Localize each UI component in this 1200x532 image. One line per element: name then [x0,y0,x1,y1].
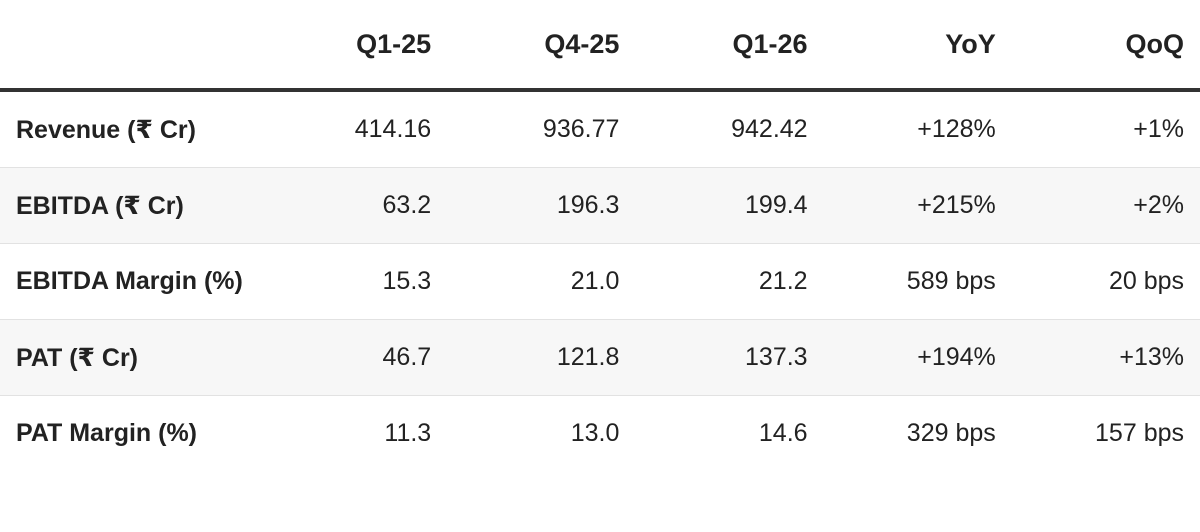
value-cell: 329 bps [906,419,996,447]
table-row: EBITDA Margin (%) 15.3 21.0 21.2 589 bps 20 b… [0,243,1200,320]
header-cell: Q4-25 [447,0,636,92]
value-cell: +128% [823,90,1012,168]
value-cell: 936.77 [447,90,636,168]
value-cell: 20 bps [1011,243,1200,320]
header-cell: Q1-26 [635,0,824,92]
value-cell: 11.3 [384,419,432,447]
header-cell [0,0,260,92]
row-label: EBITDA Margin (%) [0,243,260,320]
value-cell: 196.3 [447,167,636,244]
value-cell: +13% [1011,319,1200,396]
value-cell: +194% [823,319,1012,396]
value-cell: 21.2 [635,243,824,320]
value-cell: 137.3 [635,319,824,396]
value-cell: +2% [1011,167,1200,244]
table-row: PAT (₹ Cr) 46.7 121.8 137.3 +194% +13% [0,319,1200,396]
value-cell: +1% [1011,90,1200,168]
header-row: Q1-25 Q4-25 Q1-26 YoY QoQ [0,0,1200,92]
financial-table: Q1-25 Q4-25 Q1-26 YoY QoQ Revenue (₹ Cr) 414.… [0,0,1200,471]
header-cell: QoQ [1011,0,1200,92]
table-row: Revenue (₹ Cr) 414.16 936.77 942.42 +128% +1% [0,90,1200,168]
value-cell: 199.4 [635,167,824,244]
value-cell: 21.0 [447,243,636,320]
table-row: PAT Margin (%) 11.3 13.0 14.6 329 bps 157 bps [0,396,1200,472]
value-cell: 63.2 [259,167,448,244]
value-cell: 15.3 [259,243,448,320]
row-label: Revenue (₹ Cr) [0,90,260,168]
table-row: EBITDA (₹ Cr) 63.2 196.3 199.4 +215% +2% [0,167,1200,244]
value-cell: 157 bps [1095,419,1184,447]
row-label: PAT (₹ Cr) [0,319,260,396]
value-cell: 46.7 [259,319,448,396]
value-cell: 13.0 [570,419,620,447]
table-body: Revenue (₹ Cr) 414.16 936.77 942.42 +128% +1%… [0,90,1200,471]
row-label: EBITDA (₹ Cr) [0,167,260,244]
value-cell: +215% [823,167,1012,244]
value-cell: 121.8 [447,319,636,396]
value-cell: 942.42 [635,90,824,168]
row-label: PAT Margin (%) [16,419,198,447]
value-cell: 589 bps [823,243,1012,320]
header-cell: YoY [823,0,1012,92]
value-cell: 414.16 [259,90,448,168]
header-cell: Q1-25 [259,0,448,92]
value-cell: 14.6 [758,419,808,447]
